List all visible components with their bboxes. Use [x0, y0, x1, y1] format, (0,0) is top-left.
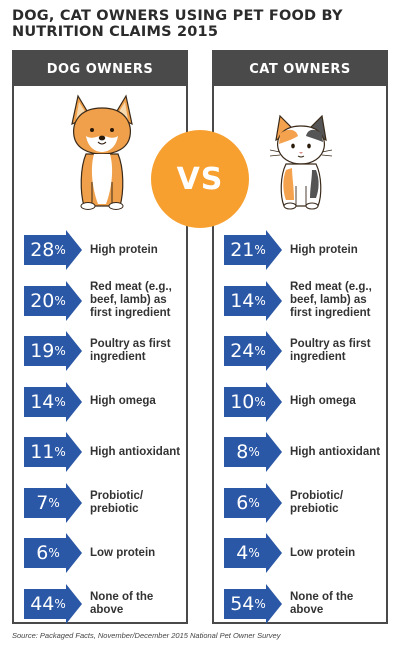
- dog-claim-label: Low protein: [90, 546, 156, 559]
- percent-sign: %: [254, 243, 266, 257]
- dog-percent-value: 6%: [36, 542, 60, 564]
- cat-claim-label: Low protein: [290, 546, 356, 559]
- cat-claim-label: Red meat (e.g., beef, lamb) as first ing…: [290, 281, 372, 319]
- cat-row: 54% None of the above: [224, 583, 386, 624]
- dog-claim-label: High protein: [90, 243, 158, 256]
- cat-row: 24% Poultry as first ingredient: [224, 331, 386, 371]
- dog-percent-arrow: [24, 583, 82, 624]
- cat-claim-label: Poultry as first ingredient: [290, 338, 371, 363]
- cat-percent-value: 54%: [230, 592, 266, 615]
- cat-percent-arrow: [224, 432, 282, 472]
- cat-percent-arrow: [224, 381, 282, 422]
- dog-percent-arrow: [24, 482, 82, 523]
- cat-claim-label: High omega: [290, 395, 356, 407]
- dog-percent-arrow: [24, 280, 82, 321]
- dog-row: 19% Poultry as first ingredient: [24, 331, 186, 371]
- cat-claim-label: High antioxidant: [290, 445, 381, 458]
- dog-percent-value: 44%: [30, 592, 66, 615]
- cat-percent-value: 6%: [236, 491, 260, 514]
- percent-sign: %: [54, 394, 66, 409]
- dog-percent-arrow: [24, 432, 82, 472]
- dog-row: 28% High protein: [24, 230, 186, 270]
- dog-row: 7% Probiotic/ prebiotic: [24, 482, 186, 523]
- cat-percent-value: 21%: [230, 239, 266, 261]
- cat-claim-label: High protein: [290, 243, 358, 256]
- cat-claim-label: None of the above: [290, 590, 354, 616]
- cat-row: 6% Probiotic/ prebiotic: [224, 482, 386, 523]
- source-note: Source: Packaged Facts, November/Decembe…: [12, 631, 281, 640]
- cat-percent-arrow: [224, 583, 282, 624]
- cat-percent-value: 8%: [236, 441, 260, 463]
- dog-row: 20% Red meat (e.g., beef, lamb) as first …: [24, 280, 186, 321]
- dog-illustration: [71, 94, 133, 210]
- dog-percent-value: 7%: [36, 491, 60, 514]
- dog-claim-label: None of the above: [90, 590, 154, 616]
- dog-row: 6% Low protein: [24, 533, 186, 573]
- percent-sign: %: [48, 495, 60, 510]
- dog-claim-label: High omega: [90, 395, 156, 407]
- percent-sign: %: [248, 445, 260, 459]
- dog-percent-value: 11%: [30, 441, 66, 463]
- cat-owners-panel: CAT OWNERS 21% High protein 14% Red meat (e…: [212, 50, 388, 624]
- dog-claim-label: High antioxidant: [90, 445, 181, 458]
- cat-percent-value: 4%: [236, 542, 260, 564]
- percent-sign: %: [54, 293, 66, 308]
- percent-sign: %: [54, 445, 66, 459]
- cat-owners-header: CAT OWNERS: [214, 52, 386, 86]
- cat-row: 21% High protein: [224, 230, 386, 270]
- cat-percent-arrow: [224, 331, 282, 371]
- percent-sign: %: [248, 546, 260, 560]
- dog-percent-arrow: [24, 230, 82, 270]
- dog-percent-value: 28%: [30, 239, 66, 261]
- cat-percent-value: 10%: [230, 390, 266, 413]
- dog-percent-arrow: [24, 331, 82, 371]
- percent-sign: %: [54, 344, 66, 358]
- percent-sign: %: [254, 344, 266, 358]
- percent-sign: %: [254, 293, 266, 308]
- dog-claim-label: Poultry as first ingredient: [90, 338, 171, 363]
- dog-claim-label: Probiotic/ prebiotic: [90, 489, 144, 515]
- cat-row: 10% High omega: [224, 381, 386, 422]
- vs-badge: VS: [151, 130, 249, 228]
- chart-title: DOG, CAT OWNERS USING PET FOOD BY NUTRIT…: [12, 8, 343, 40]
- dog-percent-value: 20%: [30, 289, 66, 312]
- dog-owners-header: DOG OWNERS: [14, 52, 186, 86]
- cat-percent-arrow: [224, 482, 282, 523]
- percent-sign: %: [254, 394, 266, 409]
- cat-illustration: [269, 114, 333, 210]
- cat-percent-arrow: [224, 280, 282, 321]
- cat-percent-value: 24%: [230, 340, 266, 362]
- dog-percent-arrow: [24, 381, 82, 422]
- dog-percent-value: 19%: [30, 340, 66, 362]
- cat-percent-arrow: [224, 533, 282, 573]
- percent-sign: %: [54, 596, 66, 611]
- percent-sign: %: [254, 596, 266, 611]
- cat-percent-value: 14%: [230, 289, 266, 312]
- cat-claim-label: Probiotic/ prebiotic: [290, 489, 344, 515]
- dog-percent-arrow: [24, 533, 82, 573]
- percent-sign: %: [248, 495, 260, 510]
- dog-row: 11% High antioxidant: [24, 432, 186, 472]
- cat-percent-arrow: [224, 230, 282, 270]
- percent-sign: %: [54, 243, 66, 257]
- percent-sign: %: [48, 546, 60, 560]
- cat-row: 8% High antioxidant: [224, 432, 386, 472]
- dog-owners-panel: DOG OWNERS 28% High protein 20% Red meat (e…: [12, 50, 188, 624]
- dog-claim-label: Red meat (e.g., beef, lamb) as first ing…: [90, 281, 172, 319]
- cat-row: 14% Red meat (e.g., beef, lamb) as first …: [224, 280, 386, 321]
- dog-row: 44% None of the above: [24, 583, 186, 624]
- cat-row: 4% Low protein: [224, 533, 386, 573]
- dog-percent-value: 14%: [30, 390, 66, 413]
- dog-row: 14% High omega: [24, 381, 186, 422]
